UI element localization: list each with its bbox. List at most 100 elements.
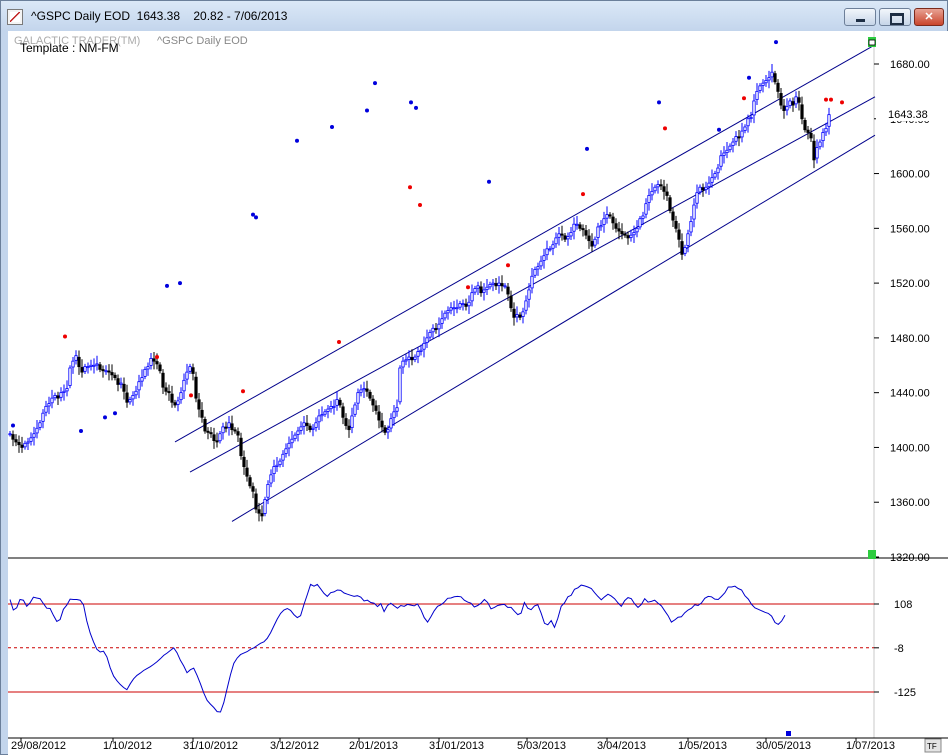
- down-signal-dot: [824, 97, 828, 102]
- candle-body: [704, 186, 708, 190]
- candle-body: [128, 399, 132, 403]
- candle-body: [686, 233, 690, 246]
- candle-body: [92, 364, 96, 367]
- candle-body: [809, 132, 813, 139]
- candle-body: [590, 241, 594, 247]
- candle-body: [533, 269, 537, 276]
- candle-body: [812, 140, 816, 161]
- price-tick-label: 1600.00: [890, 169, 930, 181]
- candle-body: [212, 434, 216, 441]
- close-button[interactable]: [914, 8, 944, 26]
- candle-body: [377, 411, 381, 421]
- candle-body: [8, 433, 12, 436]
- candle-body: [218, 433, 222, 442]
- candle-body: [761, 82, 765, 86]
- maximize-button[interactable]: [879, 8, 911, 26]
- candle-body: [476, 285, 480, 289]
- candle-body: [386, 429, 390, 433]
- time-tick-label: 1/10/2012: [103, 740, 152, 752]
- marker-bottom[interactable]: [868, 550, 876, 559]
- candle-body: [434, 328, 438, 331]
- candle-body: [17, 441, 21, 446]
- candle-body: [716, 167, 720, 174]
- candle-body: [197, 399, 201, 410]
- marker-top-inner: [868, 39, 876, 46]
- candle-body: [707, 182, 711, 188]
- candle-body: [206, 430, 210, 433]
- candle-body: [440, 318, 444, 324]
- candle-body: [500, 283, 504, 287]
- candle-body: [659, 184, 663, 187]
- price-tick-label: 1440.00: [890, 388, 930, 400]
- price-tick-label: 1320.00: [890, 552, 930, 564]
- time-tick-label: 3/04/2013: [597, 740, 646, 752]
- title-bar[interactable]: ^GSPC Daily EOD 1643.38 20.82 - 7/06/201…: [1, 1, 947, 33]
- candle-body: [638, 218, 642, 228]
- candle-body: [821, 132, 825, 142]
- up-signal-dot: [585, 146, 589, 151]
- up-signal-dot: [487, 179, 491, 184]
- candle-body: [578, 224, 582, 229]
- candle-body: [47, 403, 51, 407]
- candle-body: [323, 411, 327, 415]
- candle-body: [563, 235, 567, 240]
- candle-body: [620, 231, 624, 235]
- candle-body: [86, 366, 90, 369]
- candle-body: [338, 399, 342, 406]
- candle-body: [134, 390, 138, 396]
- candle-body: [302, 422, 306, 427]
- time-tick-label: 29/08/2012: [11, 740, 66, 752]
- candle-body: [539, 260, 543, 267]
- candle-body: [248, 477, 252, 487]
- down-signal-dot: [337, 339, 341, 344]
- candle-body: [68, 367, 72, 386]
- candle-body: [383, 427, 387, 433]
- watermark-text: GALACTIC TRADER(TM): [14, 35, 140, 47]
- candle-body: [650, 190, 654, 196]
- osc-tick-label: -8: [894, 643, 904, 655]
- candle-body: [755, 90, 759, 100]
- candle-body: [422, 342, 426, 350]
- candle-body: [656, 184, 660, 188]
- time-scroll-marker[interactable]: [786, 731, 791, 736]
- candle-body: [284, 448, 288, 454]
- time-tick-label: 31/10/2012: [183, 740, 238, 752]
- time-tick-label: 30/05/2013: [756, 740, 811, 752]
- candle-body: [749, 117, 753, 119]
- candle-body: [710, 177, 714, 183]
- candle-body: [470, 292, 474, 302]
- last-price-box: [876, 106, 938, 122]
- candle-body: [671, 211, 675, 221]
- candle-body: [104, 370, 108, 373]
- candle-body: [527, 289, 531, 300]
- candle-body: [65, 388, 69, 392]
- candle-body: [305, 422, 309, 426]
- candle-body: [173, 402, 177, 406]
- candle-body: [11, 434, 15, 440]
- candle-body: [176, 400, 180, 405]
- candle-body: [164, 387, 168, 392]
- candle-body: [281, 453, 285, 461]
- candle-body: [392, 411, 396, 419]
- candle-body: [242, 456, 246, 468]
- candle-body: [278, 460, 282, 466]
- candle-body: [548, 248, 552, 251]
- up-signal-dot: [113, 411, 117, 416]
- candle-body: [344, 418, 348, 426]
- candle-body: [800, 104, 804, 120]
- candle-body: [647, 195, 651, 203]
- candle-body: [332, 405, 336, 408]
- candle-body: [80, 367, 84, 373]
- candle-body: [398, 367, 402, 403]
- minimize-button[interactable]: [844, 8, 876, 26]
- down-signal-dot: [742, 96, 746, 101]
- down-signal-dot: [155, 355, 159, 360]
- candle-body: [131, 395, 135, 400]
- up-signal-dot: [747, 75, 751, 80]
- candle-body: [272, 466, 276, 475]
- candle-body: [788, 100, 792, 107]
- chart-app-icon[interactable]: [7, 9, 23, 25]
- tf-button[interactable]: [924, 738, 942, 753]
- candle-body: [260, 513, 264, 517]
- chart-area[interactable]: GALACTIC TRADER(TM) ^GSPC Daily EOD Temp…: [8, 31, 948, 755]
